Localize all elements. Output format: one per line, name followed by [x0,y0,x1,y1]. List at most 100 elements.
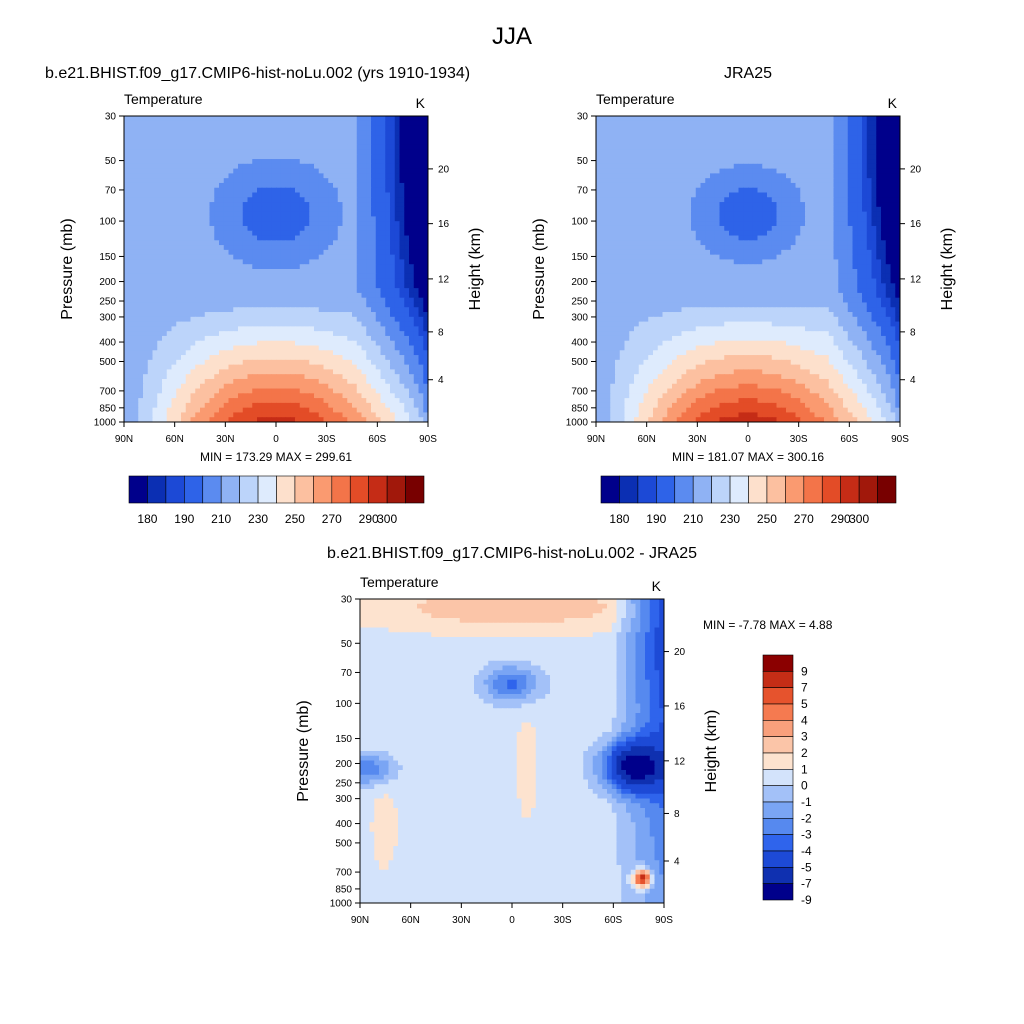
contour-cell [190,245,196,251]
contour-cell [171,269,177,275]
contour-cell [399,182,405,189]
contour-cell [181,245,187,251]
contour-cell [409,383,415,390]
contour-cell [276,187,282,194]
contour-cell [176,163,182,170]
contour-cell [238,283,244,289]
contour-cell [143,225,149,232]
contour-cell [314,192,320,198]
contour-cell [423,340,428,347]
contour-cell [881,135,887,141]
contour-cell [304,192,310,198]
contour-cell [399,335,405,342]
contour-cell [413,388,420,394]
contour-cell [209,202,215,208]
contour-cell [833,144,839,151]
contour-cell [204,178,211,184]
contour-cell [233,216,239,222]
contour-cell [356,326,363,332]
contour-cell [214,249,220,256]
contour-cell [266,331,272,337]
contour-cell [337,125,344,131]
contour-cell [662,144,668,151]
contour-cell [724,144,730,151]
contour-cell [390,192,396,198]
contour-cell [352,383,358,390]
contour-cell [624,144,630,151]
contour-cell [295,398,301,404]
contour-cell [390,216,396,222]
contour-cell [190,182,196,189]
contour-cell [380,264,386,270]
contour-cell [271,245,277,251]
contour-cell [190,350,196,356]
contour-cell [413,192,420,198]
contour-cell [337,135,344,141]
contour-cell [233,182,239,189]
contour-cell [242,331,249,337]
contour-cell [337,163,344,170]
contour-cell [795,168,801,174]
contour-cell [138,407,144,414]
contour-cell [204,378,211,385]
contour-cell [342,412,348,418]
contour-cell [885,149,892,155]
contour-cell [209,221,215,227]
contour-cell [352,340,358,347]
contour-cell [394,235,401,241]
contour-cell [181,407,187,414]
contour-cell [143,312,149,318]
contour-cell [304,211,310,218]
contour-cell [857,149,863,155]
contour-cell [337,240,344,246]
contour-cell [276,393,282,399]
contour-cell [323,273,329,280]
contour-cell [385,302,391,308]
contour-cell [352,230,358,237]
contour-cell [242,316,249,323]
contour-cell [271,230,277,237]
contour-cell [290,216,296,222]
contour-cell [418,307,424,313]
contour-cell [852,154,858,160]
contour-cell [233,312,239,318]
contour-cell [247,154,253,160]
colorbar-swatch [184,475,204,504]
contour-cell [185,168,192,174]
contour-cell [686,159,692,165]
contour-cell [729,130,735,136]
contour-cell [356,211,363,218]
contour-cell [347,225,353,232]
contour-cell [280,173,287,179]
contour-cell [138,168,144,174]
contour-cell [261,335,268,342]
contour-cell [261,321,268,327]
contour-cell [285,168,291,174]
contour-cell [295,168,301,174]
contour-cell [309,211,315,218]
contour-cell [157,302,163,308]
contour-cell [409,340,415,347]
contour-cell [238,383,244,390]
contour-cell [318,230,325,237]
contour-cell [409,120,415,127]
contour-cell [328,374,334,380]
contour-cell [185,288,192,294]
contour-cell [223,178,230,184]
contour-cell [238,331,244,337]
contour-cell [152,331,158,337]
contour-cell [257,369,263,375]
contour-cell [337,412,344,418]
contour-cell [738,154,744,160]
contour-cell [143,407,149,414]
contour-cell [318,192,325,198]
contour-cell [409,240,415,246]
contour-cell [304,312,310,318]
contour-cell [185,340,192,347]
contour-cell [223,340,230,347]
contour-cell [371,345,377,351]
contour-cell [418,197,424,203]
contour-cell [375,326,382,332]
contour-cell [323,130,329,136]
contour-cell [809,168,816,174]
